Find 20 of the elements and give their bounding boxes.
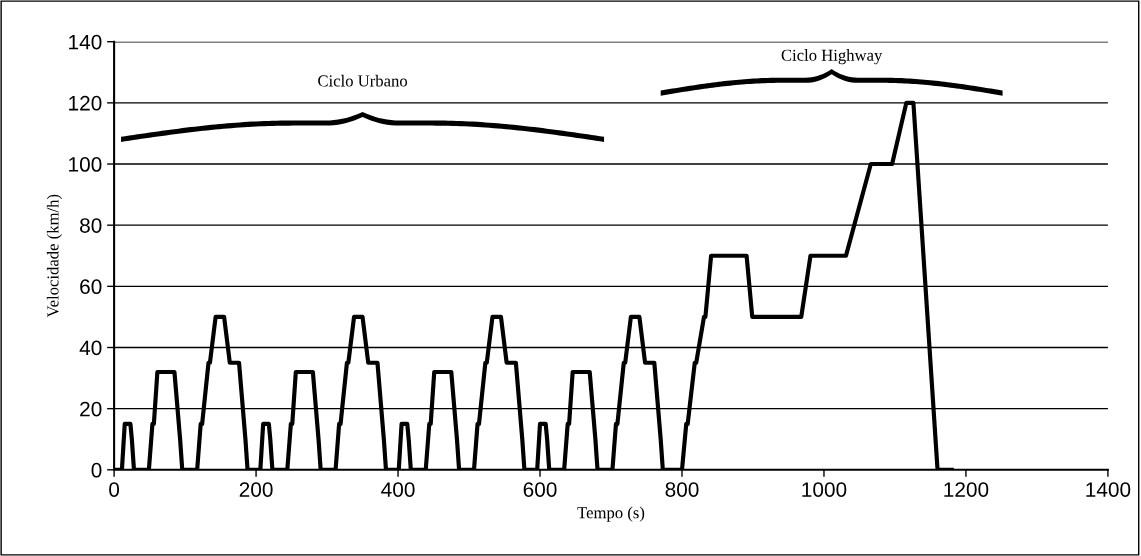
x-tick-label: 600: [523, 482, 557, 497]
y-tick-label: 60: [80, 279, 102, 295]
x-tick-label: 400: [381, 482, 415, 497]
y-tick-label: 100: [69, 157, 102, 172]
x-tick-label: 800: [665, 482, 699, 497]
y-tick-label: 20: [80, 401, 102, 417]
x-axis-title: Tempo (s): [577, 506, 645, 522]
y-tick-label: 120: [69, 95, 102, 111]
y-tick-label: 80: [80, 218, 102, 233]
annotation: Ciclo Urbano: [318, 74, 408, 87]
x-tick-label: 1000: [802, 482, 847, 497]
x-tick-label: 0: [109, 482, 120, 497]
x-tick-label: 200: [239, 482, 273, 497]
x-tick-label: 1400: [1086, 482, 1131, 497]
y-tick-label: 0: [91, 462, 102, 478]
annotation: Ciclo Highway: [781, 49, 883, 65]
y-tick-label: 40: [79, 340, 102, 356]
y-axis-title: Velocidade (km/h): [46, 194, 62, 318]
y-tick-label: 140: [69, 34, 102, 50]
x-tick-label: 1200: [944, 482, 989, 497]
